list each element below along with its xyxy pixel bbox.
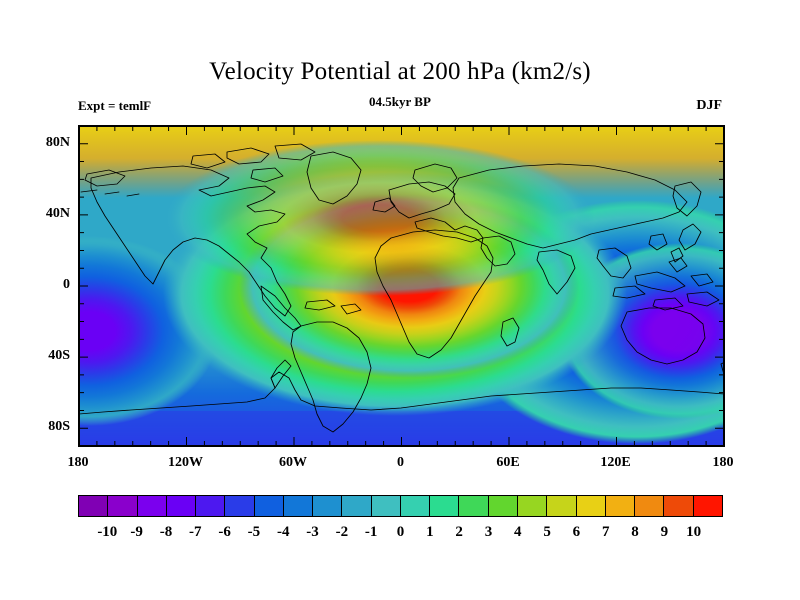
colorbar-cell[interactable]	[664, 496, 694, 516]
season-label: DJF	[696, 98, 722, 113]
colorbar-cell[interactable]	[225, 496, 255, 516]
y-axis-tick-label: 80N	[45, 134, 70, 150]
colorbar-tick-label: -8	[159, 524, 173, 540]
colorbar-cell[interactable]	[430, 496, 460, 516]
x-axis-tick-label: 60W	[279, 455, 307, 470]
x-axis-tick-label: 0	[397, 455, 404, 470]
colorbar-tick-label: 10	[686, 524, 702, 540]
colorbar-cell[interactable]	[400, 496, 431, 516]
colorbar-cell[interactable]	[576, 496, 606, 516]
x-axis-tick-label: 60E	[496, 455, 520, 470]
colorbar[interactable]	[78, 495, 723, 517]
colorbar-cell[interactable]	[166, 496, 197, 516]
colorbar-cell[interactable]	[79, 496, 109, 516]
coastline-layer	[79, 143, 724, 433]
x-axis-tick-label: 120W	[168, 455, 203, 470]
colorbar-cell[interactable]	[196, 496, 226, 516]
colorbar-cell[interactable]	[371, 496, 401, 516]
colorbar-tick-label: -9	[130, 524, 143, 540]
colorbar-tick-label: 5	[543, 524, 551, 540]
y-axis-tick-label: 40S	[48, 348, 70, 364]
colorbar-cell[interactable]	[517, 496, 548, 516]
y-axis-tick-label: 80S	[48, 419, 70, 435]
colorbar-tick-label: 4	[514, 524, 522, 540]
colorbar-tick-label: 7	[601, 524, 610, 540]
colorbar-tick-label: 0	[396, 524, 405, 540]
colorbar-cell[interactable]	[254, 496, 284, 516]
x-axis-tick-label: 120E	[600, 455, 631, 470]
colorbar-tick-label: 9	[660, 524, 669, 540]
colorbar-cell[interactable]	[459, 496, 489, 516]
colorbar-cell[interactable]	[488, 496, 518, 516]
chart-subtitle: 04.5kyr BP	[369, 94, 431, 109]
colorbar-cell[interactable]	[108, 496, 138, 516]
colorbar-tick-label: -2	[335, 524, 349, 540]
x-axis-tick-label: 180	[712, 455, 734, 470]
colorbar-tick-label: -1	[364, 524, 378, 540]
colorbar-tick-label: -3	[306, 524, 319, 540]
y-axis-tick-label: 40N	[45, 205, 70, 221]
colorbar-tick-label: -4	[276, 524, 290, 540]
colorbar-tick-label: 8	[631, 524, 639, 540]
colorbar-cell[interactable]	[547, 496, 577, 516]
colorbar-tick-label: -6	[218, 524, 231, 540]
velocity-potential-contour-map	[79, 126, 724, 446]
colorbar-tick-label: 6	[572, 524, 581, 540]
colorbar-tick-label: -7	[189, 524, 202, 540]
colorbar-cell[interactable]	[313, 496, 343, 516]
page-title: Velocity Potential at 200 hPa (km2/s)	[209, 58, 591, 85]
colorbar-cell[interactable]	[137, 496, 167, 516]
y-axis-tick-label: 0	[63, 277, 70, 292]
colorbar-tick-label: -5	[247, 524, 261, 540]
colorbar-cell[interactable]	[283, 496, 314, 516]
experiment-label: Expt = temlF	[78, 98, 152, 113]
x-axis-tick-label: 180	[67, 455, 89, 470]
colorbar-tick-label: 3	[484, 524, 493, 540]
colorbar-tick-label: -10	[97, 524, 118, 540]
colorbar-cell[interactable]	[605, 496, 636, 516]
colorbar-cell[interactable]	[342, 496, 372, 516]
colorbar-cell[interactable]	[693, 496, 722, 516]
colorbar-tick-label: 2	[455, 524, 463, 540]
colorbar-tick-label: 1	[426, 524, 434, 540]
map-plot-area	[78, 125, 725, 447]
colorbar-cell[interactable]	[635, 496, 665, 516]
